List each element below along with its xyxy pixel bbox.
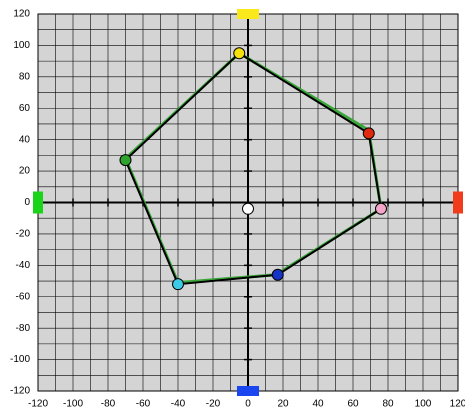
point bbox=[375, 202, 387, 215]
axis-marker bbox=[33, 191, 43, 214]
y-tick-label: 60 bbox=[19, 103, 31, 114]
x-tick-label: -120 bbox=[28, 399, 48, 410]
y-tick-label: 120 bbox=[13, 9, 30, 20]
x-tick-label: 100 bbox=[415, 399, 432, 410]
x-tick-label: 120 bbox=[450, 399, 465, 410]
x-tick-label: -40 bbox=[171, 399, 186, 410]
point bbox=[362, 127, 375, 140]
y-tick-label: -40 bbox=[16, 260, 31, 271]
axis-marker bbox=[237, 9, 259, 19]
x-tick-label: 0 bbox=[245, 399, 251, 410]
x-tick-label: -100 bbox=[63, 399, 83, 410]
y-tick-label: 20 bbox=[19, 166, 31, 177]
point bbox=[119, 154, 132, 167]
y-tick-label: 0 bbox=[24, 197, 30, 208]
axis-marker bbox=[237, 386, 259, 396]
x-tick-label: 40 bbox=[312, 399, 324, 410]
point bbox=[242, 202, 254, 215]
y-tick-label: -120 bbox=[10, 386, 30, 397]
point bbox=[271, 268, 284, 281]
point bbox=[233, 47, 246, 60]
y-tick-label: -80 bbox=[16, 323, 31, 334]
x-tick-label: -80 bbox=[101, 399, 116, 410]
y-tick-label: -60 bbox=[16, 291, 31, 302]
y-tick-label: 100 bbox=[13, 40, 30, 51]
y-tick-label: -20 bbox=[16, 229, 31, 240]
y-tick-label: 80 bbox=[19, 71, 31, 82]
y-tick-label: 40 bbox=[19, 134, 31, 145]
point bbox=[172, 278, 184, 291]
x-tick-label: 60 bbox=[347, 399, 359, 410]
x-tick-label: 20 bbox=[277, 399, 289, 410]
x-tick-label: -20 bbox=[206, 399, 221, 410]
y-tick-label: -100 bbox=[10, 354, 30, 365]
axis-marker bbox=[453, 191, 463, 214]
x-tick-label: 80 bbox=[382, 399, 394, 410]
x-tick-label: -60 bbox=[136, 399, 151, 410]
